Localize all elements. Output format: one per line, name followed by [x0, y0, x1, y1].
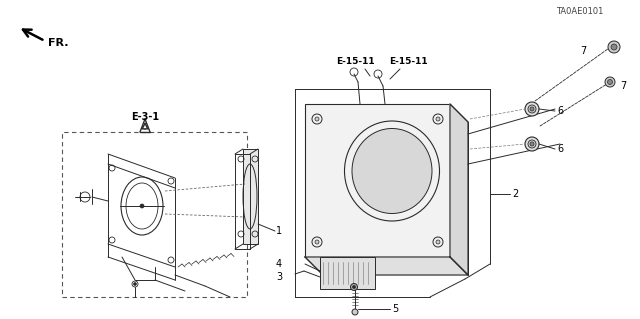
- Circle shape: [525, 102, 539, 116]
- Bar: [62, 132, 247, 297]
- Circle shape: [436, 117, 440, 121]
- Circle shape: [605, 77, 615, 87]
- Circle shape: [607, 79, 612, 85]
- Text: 1: 1: [276, 226, 282, 236]
- Circle shape: [525, 137, 539, 151]
- Text: E-15-11: E-15-11: [388, 56, 428, 65]
- Circle shape: [134, 283, 136, 286]
- Circle shape: [528, 105, 536, 113]
- Circle shape: [436, 240, 440, 244]
- Circle shape: [315, 240, 319, 244]
- Circle shape: [353, 286, 355, 288]
- Text: 7: 7: [580, 46, 586, 56]
- Text: E-15-11: E-15-11: [336, 56, 374, 65]
- Text: E-3-1: E-3-1: [131, 112, 159, 122]
- Text: 2: 2: [512, 189, 518, 199]
- Bar: [243, 149, 258, 244]
- Text: 4: 4: [276, 259, 282, 269]
- Circle shape: [530, 142, 534, 146]
- Polygon shape: [450, 104, 468, 275]
- Bar: [320, 257, 375, 289]
- Circle shape: [608, 41, 620, 53]
- Ellipse shape: [352, 129, 432, 213]
- Text: TA0AE0101: TA0AE0101: [556, 6, 604, 16]
- Text: 5: 5: [392, 304, 398, 314]
- Text: FR.: FR.: [48, 38, 68, 48]
- Bar: [305, 104, 450, 257]
- Circle shape: [611, 44, 617, 50]
- Text: 3: 3: [276, 272, 282, 282]
- Text: 6: 6: [557, 144, 563, 154]
- Text: 7: 7: [620, 81, 627, 91]
- Circle shape: [528, 140, 536, 148]
- Polygon shape: [305, 257, 468, 275]
- Circle shape: [352, 309, 358, 315]
- Circle shape: [140, 204, 144, 208]
- Circle shape: [351, 284, 358, 291]
- Circle shape: [315, 117, 319, 121]
- Circle shape: [530, 107, 534, 111]
- Text: 6: 6: [557, 106, 563, 116]
